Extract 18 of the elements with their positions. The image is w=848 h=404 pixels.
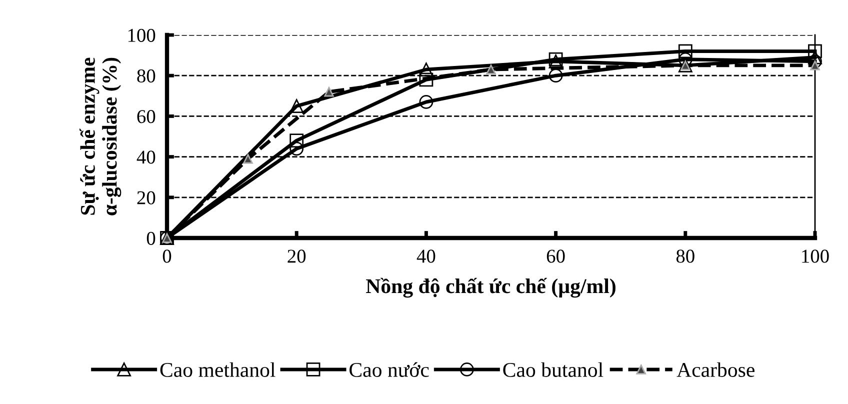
x-tick-label: 40 [416, 250, 436, 263]
y-tick-label: 80 [137, 69, 156, 83]
x-axis-title: Nồng độ chất ức chế (µg/ml) [366, 278, 616, 298]
y-tick-label: 20 [137, 191, 156, 204]
legend-label: Acarbose [676, 362, 754, 377]
y-tick-label: 60 [137, 110, 156, 124]
y-tick-label: 0 [146, 232, 156, 245]
y-tick-label: 40 [136, 150, 156, 164]
legend-label: Cao nước [350, 362, 429, 377]
x-tick-label: 80 [676, 250, 694, 263]
x-tick-label: 0 [162, 250, 172, 263]
y-tick-label: 100 [128, 28, 156, 42]
y-axis-title: Sự ức chế enzyme α-glucosidase (%) [80, 58, 122, 216]
x-tick-label: 60 [546, 250, 565, 263]
x-tick-label: 100 [802, 250, 829, 263]
legend-label: Cao butanol [503, 362, 604, 377]
x-tick-label: 20 [288, 250, 306, 263]
legend-label: Cao methanol [160, 362, 276, 377]
